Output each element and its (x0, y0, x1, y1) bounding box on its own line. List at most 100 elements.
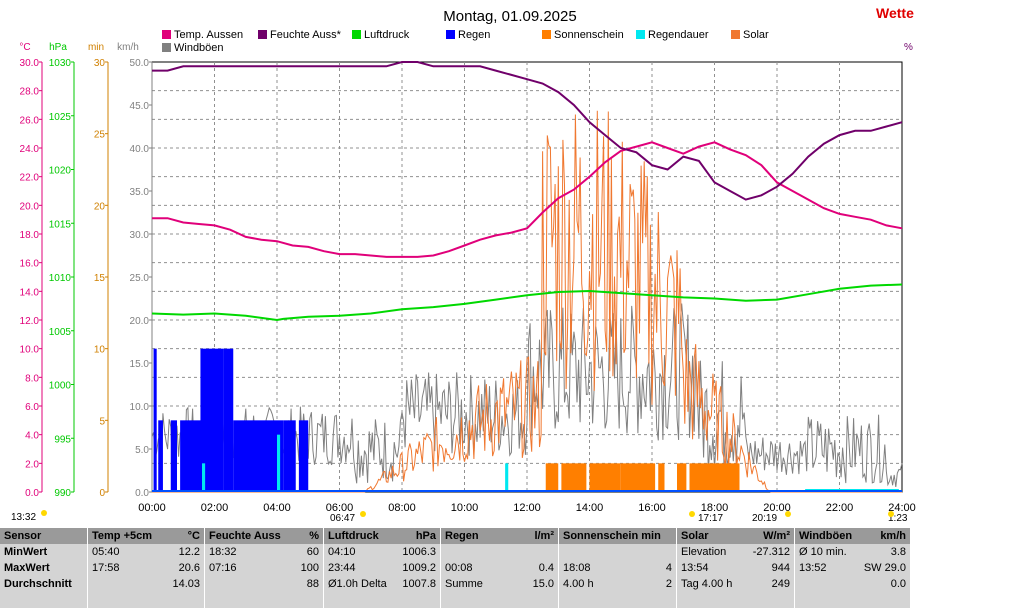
table-cell-time: Ø1.0h Delta (328, 578, 387, 590)
series-feuchte (152, 61, 903, 201)
sunshine-bar (689, 463, 740, 492)
legend-swatch (636, 30, 645, 39)
y-tick-label: 10.0 (130, 402, 150, 413)
sun-event-label: 13:32 (11, 512, 36, 523)
y-tick-label: 990 (54, 488, 71, 499)
table-cell-row: Ø 10 min. 3.8 (795, 544, 910, 560)
table-cell-row: 13:54 944 (677, 560, 794, 576)
table-column-rain: Regen l/m² 00:08 0.4 Summe 15.0 (441, 528, 558, 608)
y-tick-label: 20.0 (20, 201, 40, 212)
x-tick-label: 24:00 (888, 502, 916, 514)
table-header-label: Sensor (4, 530, 42, 542)
series-luftdruck (151, 283, 903, 322)
table-cell-row: 13:52 SW 29.0 (795, 560, 910, 576)
table-header: Solar W/m² (677, 528, 794, 544)
rain-bar (158, 420, 163, 492)
sun-event-label: 1:23 (888, 513, 908, 524)
y-tick-label: 24.0 (20, 144, 40, 155)
table-cell-row: 23:44 1009.2 (324, 560, 440, 576)
table-header-label: Windböen (799, 530, 853, 542)
y-tick-label: 15 (94, 273, 106, 284)
sun-marker-icon (689, 511, 695, 517)
table-header-label: Luftdruck (328, 530, 379, 542)
table-cell-time: 13:54 (681, 562, 709, 574)
table-cell-row: 04:10 1006.3 (324, 544, 440, 560)
axis-unit-2: min (88, 42, 104, 53)
table-row-label: MinWert (4, 546, 48, 558)
table-cell-time: 13:52 (799, 562, 827, 574)
y-tick-label: 0 (99, 488, 105, 499)
y-tick-label: 10.0 (20, 345, 40, 356)
y-tick-label: 30.0 (130, 230, 150, 241)
legend-swatch (258, 30, 267, 39)
table-cell-row: 14.03 (88, 576, 204, 592)
x-tick-label: 08:00 (388, 502, 416, 514)
y-tick-label: 1025 (49, 112, 72, 123)
y-tick-label: 18.0 (20, 230, 40, 241)
table-header: Sensor (0, 528, 87, 544)
chart-legend: Temp. Aussen Feuchte Auss* Luftdruck Regen S… (162, 29, 769, 54)
legend-swatch (352, 30, 361, 39)
table-cell-row: Tag 4.00 h 249 (677, 576, 794, 592)
sun-events: 13:32 06:47 17:17 20:19 1:23 (11, 510, 908, 524)
y-tick-label: 0.0 (135, 488, 149, 499)
table-header-label: Solar (681, 530, 709, 542)
chart-title: Montag, 01.09.2025 (443, 8, 576, 25)
table-cell-row: 07:16 100 (205, 560, 323, 576)
table-cell-row: 00:08 0.4 (441, 560, 558, 576)
table-cell-value: 2 (665, 578, 672, 590)
table-cell-value: 60 (306, 546, 319, 558)
table-column-sun: Sonnenschein min 18:08 4 4.00 h 2 (559, 528, 676, 608)
table-header-unit: hPa (415, 530, 436, 542)
sunshine-bar (620, 463, 656, 492)
y-tick-label: 26.0 (20, 115, 40, 126)
table-cell-time: 23:44 (328, 562, 356, 574)
table-column-sensor: Sensor MinWert MaxWert Durchschnitt (0, 528, 87, 608)
x-tick-label: 02:00 (201, 502, 229, 514)
table-cell-time: 07:16 (209, 562, 237, 574)
y-tick-label: 25 (94, 130, 106, 141)
y-tick-label: 1015 (49, 219, 72, 230)
table-cell-row: MinWert (0, 544, 87, 560)
rain-duration-bar (202, 463, 206, 492)
rain-bar (233, 420, 284, 492)
sun-marker-icon (360, 511, 366, 517)
table-cell-row: 0.0 (795, 576, 910, 592)
table-cell-row: 18:32 60 (205, 544, 323, 560)
y-tick-label: 1030 (49, 58, 72, 69)
x-tick-label: 22:00 (826, 502, 854, 514)
table-header-unit: °C (187, 530, 200, 542)
table-cell-row: Durchschnitt (0, 576, 87, 592)
table-cell-value: 944 (771, 562, 790, 574)
y-tick-label: 35.0 (130, 187, 150, 198)
table-cell-time: 04:10 (328, 546, 356, 558)
x-tick-label: 10:00 (451, 502, 479, 514)
y-tick-label: 0.0 (25, 488, 39, 499)
table-cell-time: 05:40 (92, 546, 120, 558)
y-tick-label: 22.0 (20, 173, 40, 184)
table-header: Luftdruck hPa (324, 528, 440, 544)
table-column-solar: Solar W/m² Elevation -27.312 13:54 944 Tag 4.0… (677, 528, 794, 608)
table-cell-row: MaxWert (0, 560, 87, 576)
legend-entry: Windböen (174, 42, 224, 54)
legend-swatch (731, 30, 740, 39)
legend-swatch (162, 30, 171, 39)
brand-label: Wette (876, 5, 914, 21)
legend-entry: Feuchte Auss* (270, 29, 342, 41)
table-cell-value: 249 (771, 578, 790, 590)
sunshine-bar (545, 463, 559, 492)
y-axes: °C 30.0 28.0 26.0 24.0 22.0 20.0 18.0 16.0 14.0 12… (19, 42, 153, 499)
table-column-temp: Temp +5cm °C 05:40 12.2 17:58 20.6 14.03 (88, 528, 204, 608)
x-tick-label: 04:00 (263, 502, 291, 514)
table-cell-time: 00:08 (445, 562, 473, 574)
y-tick-label: 14.0 (20, 287, 40, 298)
legend-swatch (542, 30, 551, 39)
table-cell-value: 1006.3 (402, 546, 436, 558)
table-cell-time: 17:58 (92, 562, 120, 574)
x-axis: 00:00 02:00 04:00 06:00 08:00 10:00 12:00 14:00… (138, 502, 916, 514)
table-cell-value: 1009.2 (402, 562, 436, 574)
y-tick-label: 50.0 (130, 58, 150, 69)
rain-bar (180, 420, 202, 492)
table-cell-time: Ø 10 min. (799, 546, 847, 558)
rain-bar (283, 420, 296, 492)
